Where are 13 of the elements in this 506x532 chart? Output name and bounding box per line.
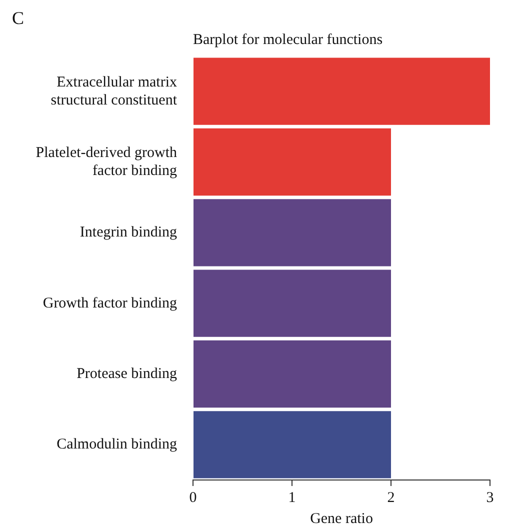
text: C [12,8,24,28]
x-tick-label: 3 [486,490,494,506]
y-tick-label: Platelet-derived growth factor binding [36,144,178,179]
x-tick-label: 0 [189,490,197,506]
x-axis-title: Gene ratio [310,510,373,527]
x-tick-label: 2 [387,490,395,506]
chart-title: Barplot for molecular functions [193,32,383,48]
y-tick-label: Growth factor binding [42,295,178,312]
x-tick-label: 1 [288,490,296,506]
y-tick-label: Calmodulin binding [56,436,178,453]
y-tick-label: Integrin binding [80,224,178,241]
y-tick-label: Protease binding [76,366,178,382]
y-tick-label: Extracellular matrix structural constituent [50,74,178,108]
